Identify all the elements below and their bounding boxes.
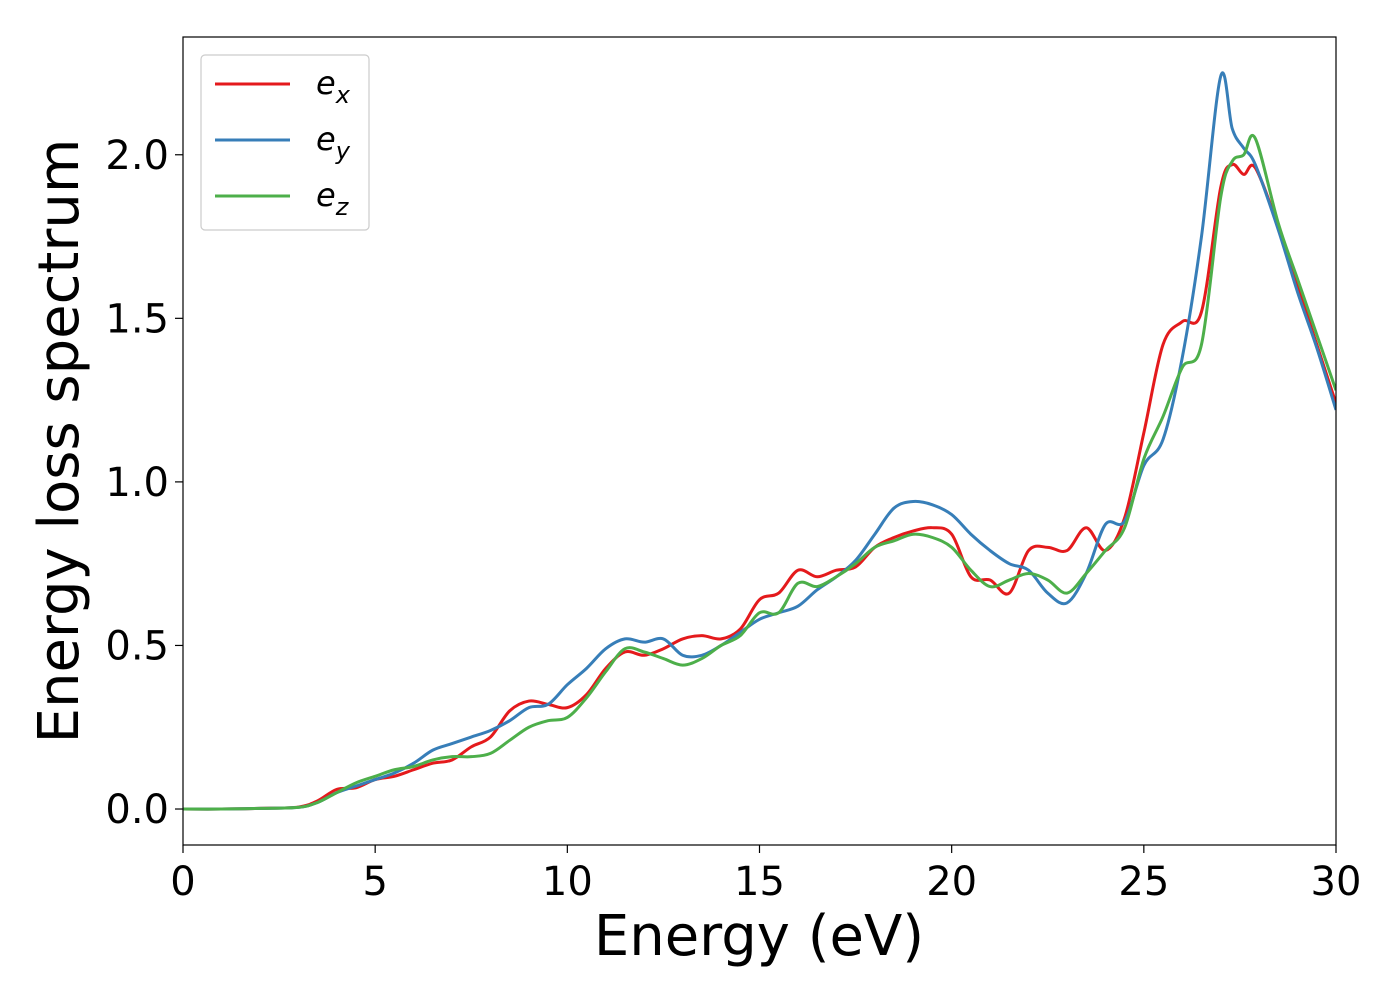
legend-label-ez: ez	[316, 176, 350, 221]
legend-label-ex: ex	[316, 64, 351, 109]
y-tick-label: 1.0	[105, 460, 169, 506]
legend: ex ey ez	[200, 54, 370, 231]
series-line-ey	[183, 71, 1336, 811]
x-tick-label: 25	[1118, 859, 1169, 905]
series-layer	[183, 71, 1336, 811]
x-tick-label: 30	[1311, 859, 1362, 905]
x-axis-label: Energy (eV)	[594, 904, 924, 969]
legend-label-ey: ey	[316, 120, 351, 165]
x-tick-label: 15	[734, 859, 785, 905]
x-tick-label: 5	[362, 859, 387, 905]
x-tick-label: 20	[926, 859, 977, 905]
y-axis-label: Energy loss spectrum	[27, 139, 92, 744]
legend-box	[200, 54, 370, 231]
x-tick-label: 10	[542, 859, 593, 905]
x-tick-label: 0	[170, 859, 195, 905]
series-line-ez	[183, 134, 1336, 811]
x-axis-ticks: 0 5 10 15 20 25 30	[170, 845, 1361, 905]
y-tick-label: 2.0	[105, 133, 169, 179]
series-line-ex	[183, 162, 1336, 811]
y-tick-label: 0.5	[105, 623, 169, 669]
y-tick-label: 0.0	[105, 787, 169, 833]
y-tick-label: 1.5	[105, 296, 169, 342]
y-axis-ticks: 0.0 0.5 1.0 1.5 2.0	[105, 133, 183, 833]
